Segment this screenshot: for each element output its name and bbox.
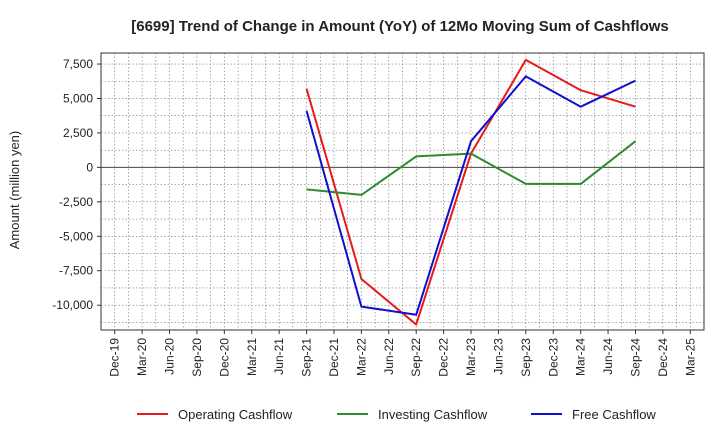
x-tick-label: Sep-21 <box>300 338 314 377</box>
x-tick-label: Mar-23 <box>464 338 478 376</box>
series-line-investing-cashflow <box>306 140 637 196</box>
legend-label-investing-cashflow: Investing Cashflow <box>378 407 488 422</box>
x-tick-label: Jun-23 <box>491 338 505 375</box>
y-axis-label: Amount (million yen) <box>7 131 22 250</box>
y-tick-label: -7,500 <box>59 264 93 278</box>
x-tick-label: Dec-20 <box>217 338 231 377</box>
y-tick-label: -5,000 <box>59 229 93 243</box>
x-tick-label: Dec-19 <box>108 338 122 377</box>
x-tick-label: Mar-22 <box>354 338 368 376</box>
x-tick-label: Dec-22 <box>437 338 451 377</box>
x-tick-label: Dec-21 <box>327 338 341 377</box>
axes: 7,500 5,000 2,500 0 -2,500 -5,000 -7,500 -10,00… <box>52 52 705 377</box>
legend-label-free-cashflow: Free Cashflow <box>572 407 656 422</box>
series-line-free-cashflow <box>305 75 636 316</box>
x-tick-label: Jun-24 <box>601 338 615 375</box>
x-tick-label: Jun-22 <box>382 338 396 375</box>
legend: Operating Cashflow Investing Cashflow Free… <box>137 407 656 422</box>
x-tick-label: Sep-24 <box>628 338 642 377</box>
x-tick-label: Sep-22 <box>409 338 423 377</box>
x-tick-label: Mar-20 <box>135 338 149 376</box>
x-tick-label: Sep-20 <box>190 338 204 377</box>
plot-frame <box>100 52 705 331</box>
grid <box>100 53 705 330</box>
y-tick-label: -10,000 <box>52 298 93 312</box>
chart-title: [6699] Trend of Change in Amount (YoY) o… <box>131 18 669 35</box>
x-tick-label: Mar-25 <box>683 338 697 376</box>
y-tick-label: 5,000 <box>63 91 93 105</box>
legend-label-operating-cashflow: Operating Cashflow <box>178 407 293 422</box>
x-tick-label: Mar-21 <box>245 338 259 376</box>
y-tick-label: 2,500 <box>63 126 93 140</box>
y-tick-label: 7,500 <box>63 57 93 71</box>
x-tick-label: Jun-21 <box>272 338 286 375</box>
x-tick-label: Dec-23 <box>546 338 560 377</box>
y-tick-label: -2,500 <box>59 195 93 209</box>
x-tick-label: Mar-24 <box>574 338 588 376</box>
y-tick-label: 0 <box>86 160 93 174</box>
x-tick-label: Jun-20 <box>163 338 177 375</box>
x-tick-label: Sep-23 <box>519 338 533 377</box>
series-lines <box>305 58 637 326</box>
x-tick-label: Dec-24 <box>656 338 670 377</box>
